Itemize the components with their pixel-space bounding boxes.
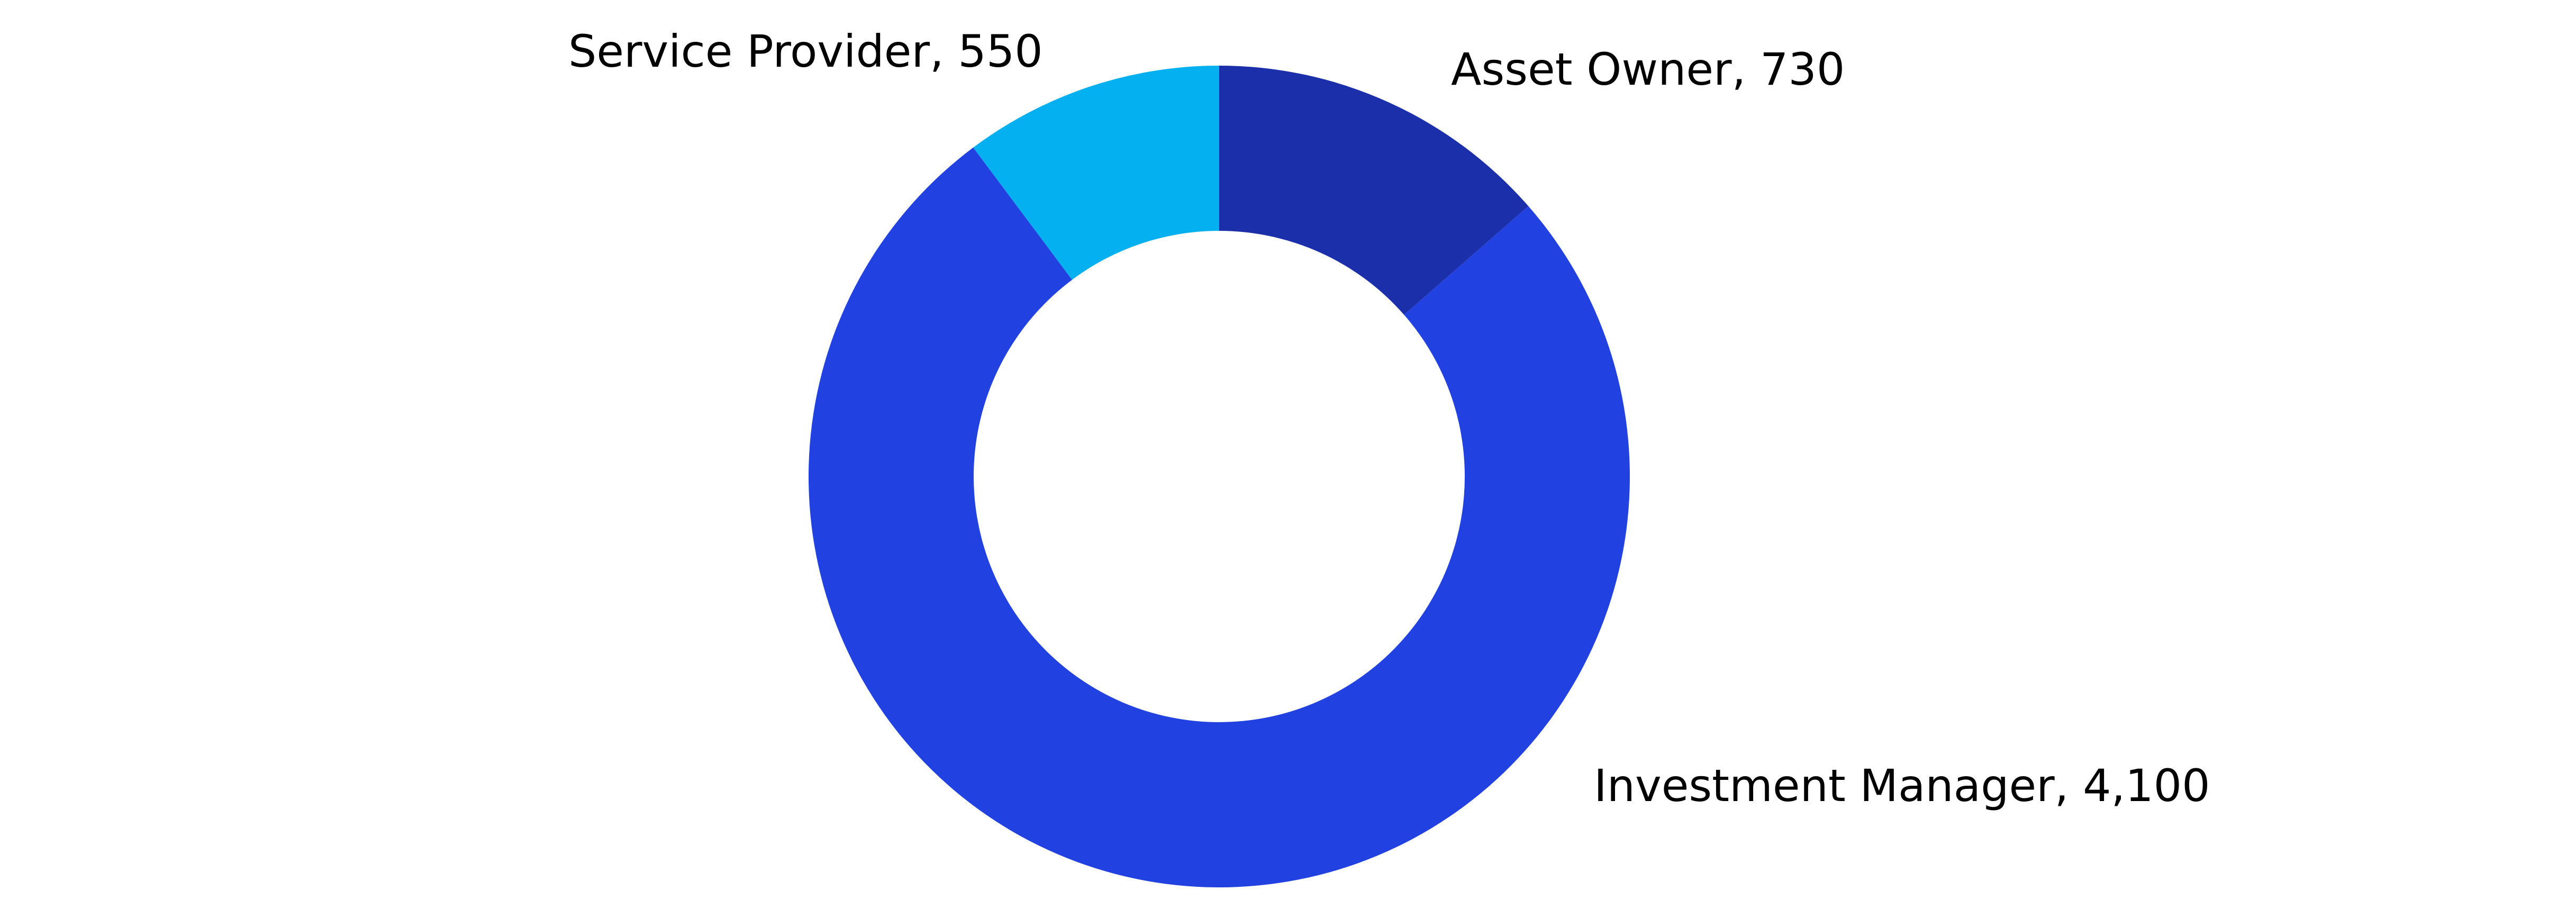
data-label: Asset Owner, 730 xyxy=(1451,43,1845,95)
data-label: Service Provider, 550 xyxy=(568,25,1043,77)
data-label: Investment Manager, 4,100 xyxy=(1594,760,2210,812)
donut-slice xyxy=(973,66,1219,280)
donut-slice xyxy=(809,147,1630,887)
donut-slice xyxy=(1219,66,1529,315)
